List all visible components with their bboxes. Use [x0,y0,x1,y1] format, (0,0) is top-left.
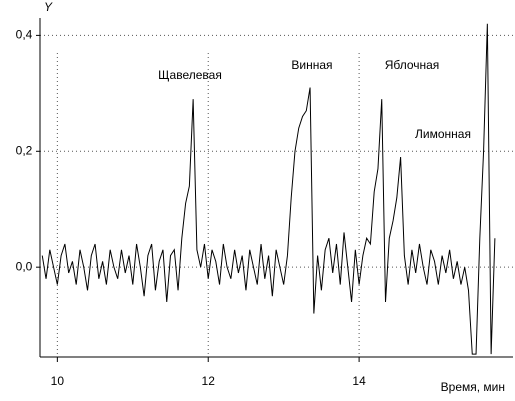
x-axis-label: Время, мин [441,380,505,394]
y-tick-label: 0,2 [16,143,33,157]
data-line [41,23,496,355]
annotation: Щавелевая [158,68,222,82]
x-tick-label: 14 [352,374,366,388]
annotation: Винная [291,58,332,72]
y-tick-label: 0,4 [16,28,33,42]
y-axis-label: Y [44,0,53,14]
x-tick-label: 12 [202,374,216,388]
y-tick-label: 0,0 [16,259,33,273]
annotation: Яблочная [385,58,440,72]
x-tick-label: 10 [51,374,65,388]
annotation: Лимонная [415,127,471,141]
